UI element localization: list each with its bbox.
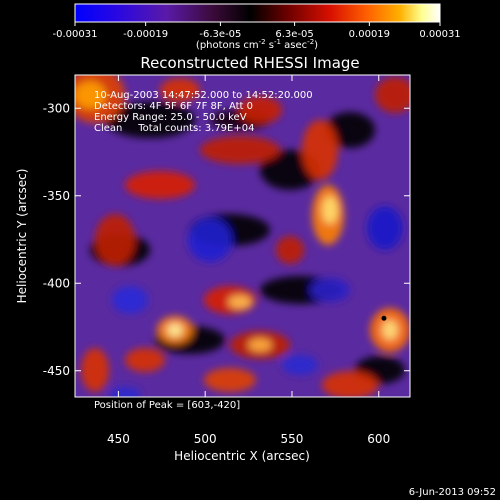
colorbar-tick-label: 0.00031 [419,29,460,40]
heatmap-image [75,75,410,397]
x-tick-label: 450 [107,432,130,446]
colorbar-frame [74,3,441,23]
plot-frame [74,74,411,398]
colorbar-tick-label: 6.3e-05 [275,29,313,40]
annotation-counts: Clean Total counts: 3.79E+04 [94,123,254,134]
y-tick-label: -400 [43,276,70,290]
y-tick-label: -450 [43,364,70,378]
x-axis-label: Heliocentric X (arcsec) [174,449,310,463]
x-tick-label: 500 [194,432,217,446]
annotation-detectors: Detectors: 4F 5F 6F 7F 8F, Att 0 [94,101,253,112]
y-axis-label: Heliocentric Y (arcsec) [15,169,29,304]
x-tick-label: 550 [281,432,304,446]
colorbar-tick-label: -0.00019 [123,29,168,40]
y-tick-label: -300 [43,101,70,115]
x-axis: 450 500 550 600 [107,75,390,446]
colorbar-tick-label: 0.00019 [349,29,390,40]
annotation-energy: Energy Range: 25.0 - 50.0 keV [94,112,247,123]
colorbar-tick-label: -6.3e-05 [199,29,241,40]
y-axis: -300 -350 -400 -450 [43,101,410,378]
colorbar-tick-label: -0.00031 [53,29,98,40]
colorbar-units: (photons cm-2 s-1 asec-2) [196,38,318,51]
colorbar-ticks: -0.00031 -0.00019 -6.3e-05 6.3e-05 0.00019 0.… [53,22,461,40]
annotation-time-range: 10-Aug-2003 14:47:52.000 to 14:52:20.000 [94,90,313,101]
peak-marker [381,315,387,321]
footer-timestamp: 6-Jun-2013 09:52 [409,487,496,498]
x-tick-label: 600 [367,432,390,446]
colorbar [75,4,440,22]
peak-position-label: Position of Peak = [603,-420] [94,400,240,411]
chart-title: Reconstructed RHESSI Image [140,54,359,72]
y-tick-label: -350 [43,189,70,203]
